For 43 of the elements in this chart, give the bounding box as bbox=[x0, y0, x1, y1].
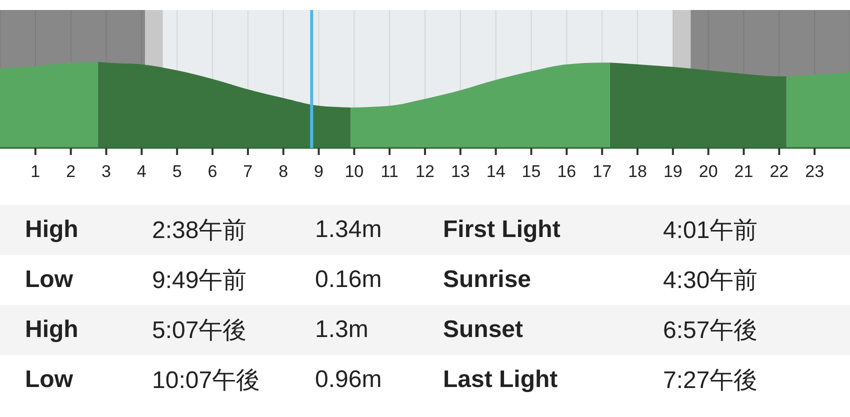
x-tick-label: 12 bbox=[416, 162, 434, 182]
x-tick-label: 23 bbox=[805, 162, 824, 182]
x-tick-label: 1 bbox=[30, 162, 40, 182]
text: Last Light bbox=[443, 366, 558, 393]
x-tick-label: 21 bbox=[734, 162, 754, 182]
x-tick-label: 11 bbox=[380, 162, 398, 182]
text: Low bbox=[25, 266, 73, 293]
text: First Light bbox=[443, 216, 560, 243]
text: Low bbox=[25, 366, 73, 393]
text: 0.16m bbox=[315, 266, 382, 293]
x-tick-label: 15 bbox=[522, 162, 541, 182]
x-tick-label: 7 bbox=[243, 162, 253, 182]
x-tick-label: 2 bbox=[66, 162, 76, 182]
x-tick-label: 14 bbox=[486, 162, 506, 182]
text: 0.96m bbox=[315, 366, 382, 393]
x-tick-label: 4 bbox=[136, 162, 146, 182]
x-tick-label: 19 bbox=[663, 162, 682, 182]
text: Sunrise bbox=[443, 266, 532, 293]
text: 5:07午後 bbox=[152, 317, 247, 344]
x-tick-label: 5 bbox=[172, 162, 182, 182]
x-tick-label: 6 bbox=[208, 162, 218, 182]
text: High bbox=[25, 316, 78, 343]
x-tick-label: 8 bbox=[278, 162, 288, 182]
text: 7:27午後 bbox=[663, 367, 758, 394]
x-tick-label: 16 bbox=[557, 162, 576, 182]
x-tick-label: 20 bbox=[698, 162, 718, 182]
x-tick-label: 3 bbox=[102, 162, 111, 182]
text: 1.34m bbox=[315, 216, 382, 243]
text: 9:49午前 bbox=[152, 267, 247, 294]
x-tick-label: 18 bbox=[628, 162, 647, 182]
x-tick-label: 9 bbox=[314, 162, 324, 182]
text: Sunset bbox=[443, 316, 524, 343]
x-tick-label: 17 bbox=[592, 162, 612, 182]
x-tick-label: 22 bbox=[770, 162, 789, 182]
text: 10:07午後 bbox=[152, 367, 260, 394]
text: 1.3m bbox=[315, 316, 368, 343]
text: 4:30午前 bbox=[663, 267, 758, 294]
text: 6:57午後 bbox=[663, 317, 758, 344]
x-tick-label: 10 bbox=[344, 162, 364, 182]
x-tick-label: 13 bbox=[450, 162, 470, 182]
text: High bbox=[25, 216, 78, 243]
text: 4:01午前 bbox=[663, 217, 758, 244]
text: 2:38午前 bbox=[152, 217, 247, 244]
